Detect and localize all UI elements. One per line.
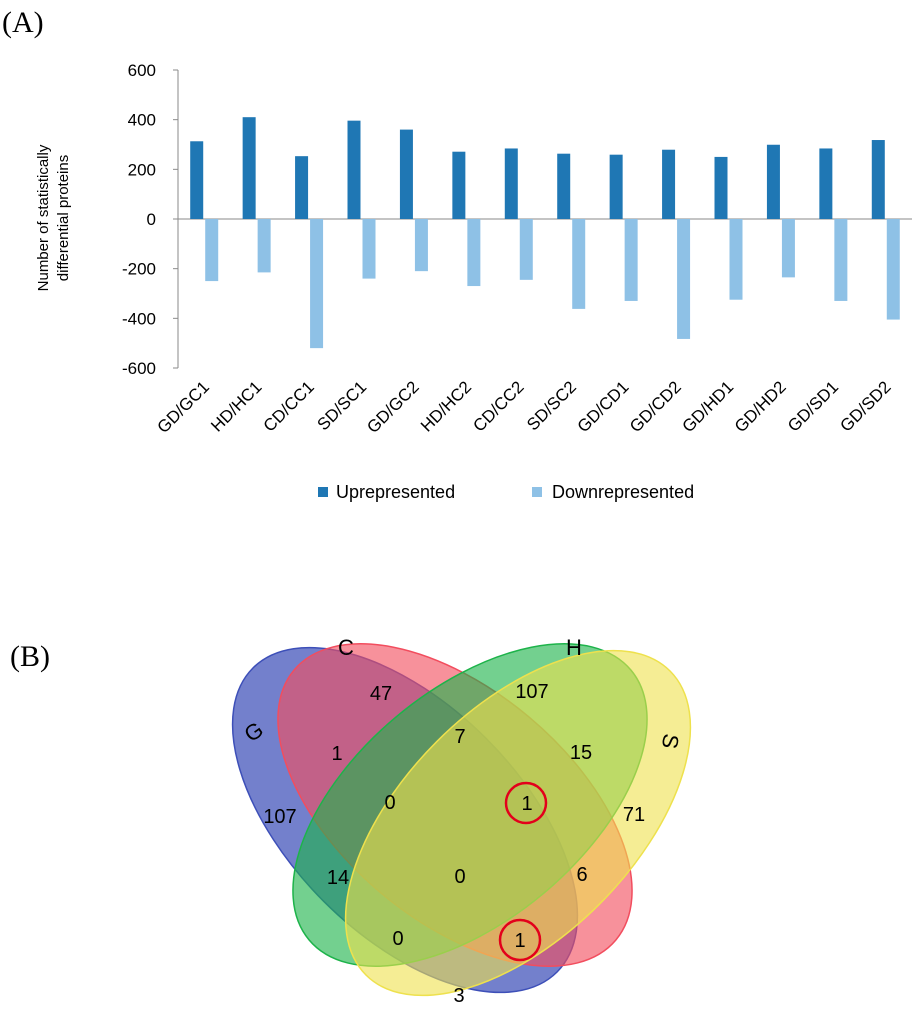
bar-down-sd-sc1 (362, 219, 376, 279)
venn-count-g-only: 107 (263, 806, 296, 828)
bar-up-sd-sc2 (557, 153, 571, 219)
venn-label-h: H (566, 635, 582, 660)
bar-down-gd-sd2 (886, 219, 900, 320)
bar-down-gd-cd2 (677, 219, 691, 339)
venn-count-gc: 1 (331, 743, 342, 765)
venn-count-cs: 6 (576, 864, 587, 886)
legend: Uprepresented Downrepresented (318, 482, 694, 502)
y-tick-label: 200 (128, 160, 156, 179)
y-tick-label: 400 (128, 111, 156, 130)
bar-up-gd-hd2 (766, 144, 780, 219)
bar-up-gd-cd2 (662, 149, 676, 219)
bar-down-sd-sc2 (572, 219, 586, 309)
venn-count-gchs: 0 (454, 866, 465, 888)
bar-down-hd-hc1 (257, 219, 271, 273)
y-axis-title-line2: differential proteins (55, 155, 72, 281)
bar-up-hd-hc1 (242, 117, 256, 219)
bar-up-cd-cc2 (504, 148, 518, 219)
panel-a-label: (A) (2, 6, 44, 39)
bar-down-gd-sd1 (834, 219, 848, 301)
y-tick-label: 0 (147, 210, 156, 229)
bar-up-gd-cd1 (609, 154, 623, 219)
bar-up-hd-hc2 (452, 151, 466, 219)
legend-swatch-up (318, 487, 328, 497)
venn-count-hs: 15 (570, 742, 592, 764)
bar-up-gd-gc1 (190, 141, 204, 219)
venn-set-s-ellipse (344, 649, 692, 997)
y-tick-label: -400 (122, 309, 156, 328)
bar-down-cd-cc2 (519, 219, 533, 280)
y-tick-label: 600 (128, 61, 156, 80)
bar-down-cd-cc1 (310, 219, 324, 349)
venn-highlight-circle-chs (504, 781, 548, 825)
bar-down-gd-gc1 (205, 219, 219, 282)
venn-count-h-only: 107 (515, 681, 548, 703)
venn-highlight-circle-gcs (498, 918, 542, 962)
venn-label-c: C (338, 635, 354, 660)
bar-up-gd-gc2 (399, 129, 413, 219)
y-tick-label: -600 (122, 359, 156, 378)
bar-up-gd-sd2 (871, 140, 885, 219)
bar-down-hd-hc2 (467, 219, 481, 287)
venn-count-gs: 3 (453, 985, 464, 1007)
venn-count-gh: 14 (327, 867, 349, 889)
venn-count-ch: 7 (454, 726, 465, 748)
bar-down-gd-hd2 (781, 219, 795, 278)
bar-up-sd-sc1 (347, 120, 361, 219)
venn-count-gcs: 1 (514, 930, 525, 952)
legend-label-up: Uprepresented (336, 482, 455, 502)
bar-down-gd-cd1 (624, 219, 638, 301)
venn-counts: 47 107 107 71 1 7 15 0 1 14 0 6 0 1 3 (263, 681, 645, 1007)
venn-count-gch: 0 (384, 792, 395, 814)
y-tick-label: -200 (122, 260, 156, 279)
bars (190, 117, 900, 349)
bar-up-gd-hd1 (714, 156, 728, 219)
panel-b-label: (B) (10, 640, 50, 673)
venn-label-s: S (657, 732, 684, 751)
venn-ellipses (231, 643, 692, 997)
legend-swatch-down (532, 487, 542, 497)
bar-down-gd-gc2 (414, 219, 428, 272)
y-axis-title-line1: Number of statistically (35, 144, 52, 291)
venn-count-s-only: 71 (623, 804, 645, 826)
bar-up-gd-sd1 (819, 148, 833, 219)
bar-up-cd-cc1 (295, 156, 309, 219)
venn-count-ghs: 0 (392, 928, 403, 950)
venn-count-c-only: 47 (370, 683, 392, 705)
legend-label-down: Downrepresented (552, 482, 694, 502)
venn-count-chs: 1 (521, 793, 532, 815)
bar-down-gd-hd1 (729, 219, 743, 300)
